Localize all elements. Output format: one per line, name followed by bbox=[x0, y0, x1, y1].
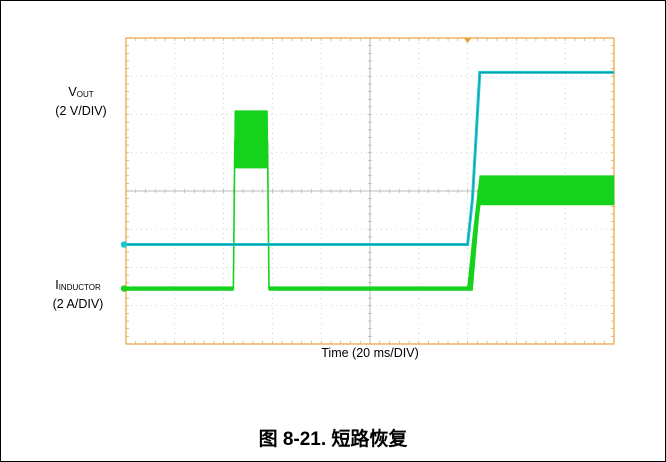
inductor-current-ground-marker bbox=[120, 285, 128, 292]
oscilloscope-plot bbox=[120, 37, 615, 345]
figure-caption: 图 8-21. 短路恢复 bbox=[258, 429, 408, 450]
x-axis-label: Time (20 ms/DIV) bbox=[321, 346, 419, 360]
vout-ground-marker bbox=[120, 241, 128, 248]
inductor-current-scale: (2 A/DIV) bbox=[52, 297, 104, 311]
inductor-current-label: IINDUCTOR (2 A/DIV) bbox=[30, 277, 126, 313]
trigger-position-marker bbox=[463, 38, 472, 43]
vout-trace-core bbox=[126, 72, 614, 245]
inductor-current-trace bbox=[126, 140, 614, 290]
vout-label: VOUT (2 V/DIV) bbox=[44, 84, 118, 120]
vout-scale: (2 V/DIV) bbox=[55, 104, 107, 118]
